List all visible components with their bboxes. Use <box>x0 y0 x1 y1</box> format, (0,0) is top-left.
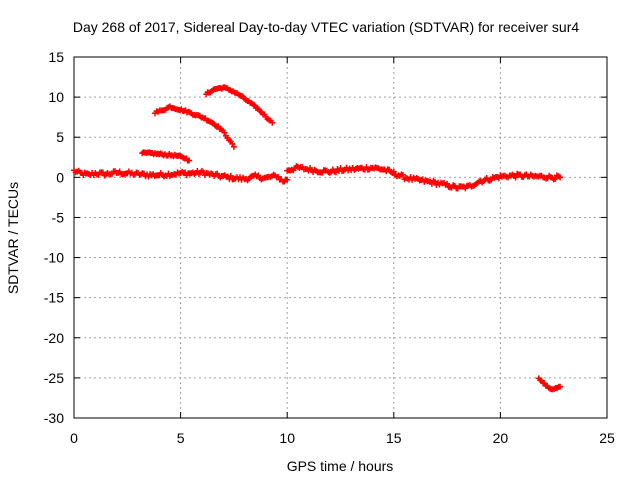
data-point <box>221 129 228 136</box>
series-baseline-late <box>284 163 564 192</box>
x-tick-label: 5 <box>177 430 185 446</box>
data-point <box>230 143 237 150</box>
y-tick-label: -5 <box>52 209 65 225</box>
y-axis-title: SDTVAR / TECUs <box>5 182 21 294</box>
data-point <box>444 180 451 187</box>
y-tick-label: -10 <box>44 250 64 266</box>
y-tick-label: -20 <box>44 330 64 346</box>
y-tick-label: -25 <box>44 370 64 386</box>
ticks <box>73 56 608 419</box>
y-tick-label: 15 <box>48 49 64 65</box>
plot-frame <box>73 56 608 419</box>
data-point <box>431 178 438 185</box>
data-marks <box>71 84 564 393</box>
data-point <box>269 119 276 126</box>
x-tick-label: 0 <box>70 430 78 446</box>
data-point <box>512 174 519 181</box>
series-baseline-early <box>71 167 291 185</box>
x-tick-label: 25 <box>599 430 615 446</box>
grid <box>74 57 607 418</box>
data-point <box>399 171 406 178</box>
tick-labels: 0 5 10 15 20 25 15 10 5 0 -5 -10 -15 -20 -25 -30 <box>44 49 615 446</box>
data-point <box>332 169 339 176</box>
x-tick-label: 10 <box>279 430 295 446</box>
series-arc-c <box>203 84 276 126</box>
y-tick-label: -15 <box>44 290 64 306</box>
x-axis-title: GPS time / hours <box>287 458 394 474</box>
y-tick-label: -30 <box>44 410 64 426</box>
data-point <box>390 168 397 175</box>
data-point <box>186 157 193 164</box>
data-point <box>495 175 502 182</box>
data-point <box>557 174 564 181</box>
y-tick-label: 5 <box>56 129 64 145</box>
y-tick-label: 10 <box>48 89 64 105</box>
chart-title: Day 268 of 2017, Sidereal Day-to-day VTE… <box>73 19 579 35</box>
data-point <box>227 172 234 179</box>
data-point <box>552 175 559 182</box>
x-tick-label: 15 <box>386 430 402 446</box>
series-arc-b <box>152 103 237 150</box>
series-arc-a <box>139 149 193 164</box>
data-point <box>284 176 291 183</box>
data-point <box>428 180 435 187</box>
x-tick-label: 20 <box>493 430 509 446</box>
series-arc-d <box>535 375 564 393</box>
y-tick-label: 0 <box>56 169 64 185</box>
data-point <box>557 383 564 390</box>
